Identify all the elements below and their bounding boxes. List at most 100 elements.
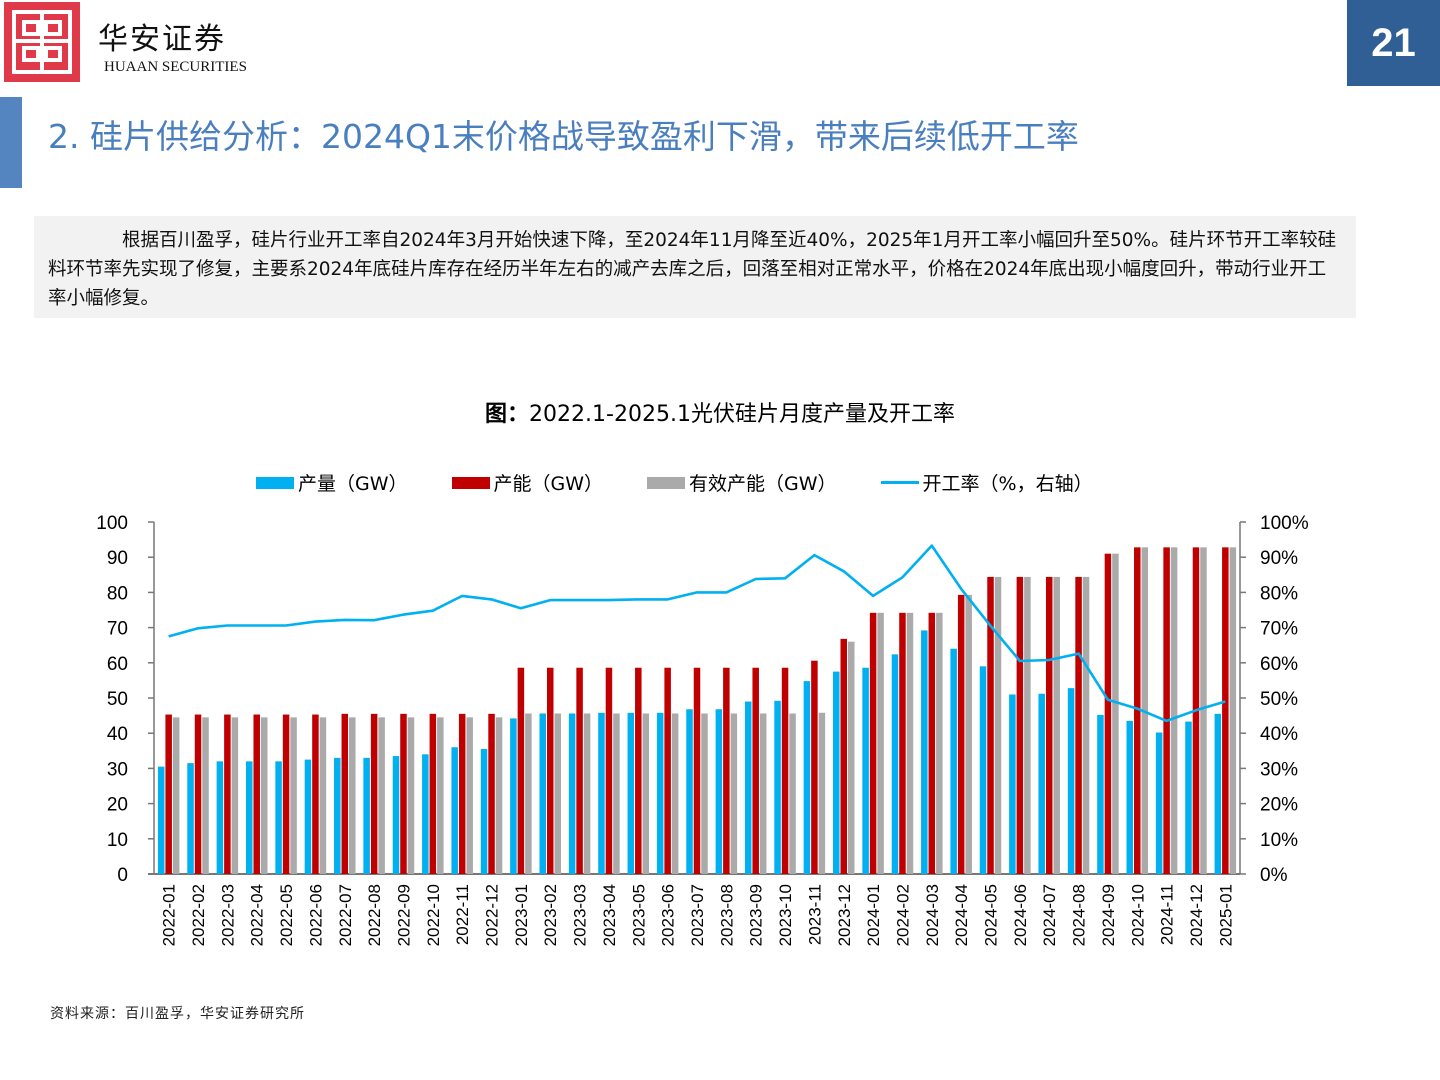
page-title: 2. 硅片供给分析：2024Q1末价格战导致盈利下滑，带来后续低开工率: [48, 117, 1079, 156]
bar-output: [1038, 693, 1045, 874]
bar-capacity: [781, 667, 789, 874]
bar-capacity: [811, 660, 818, 874]
bar-capacity: [341, 713, 349, 874]
x-tick-label: 2022-09: [394, 884, 413, 946]
bar-output: [1155, 732, 1163, 874]
bar-effective: [1112, 553, 1119, 874]
chart-title: 图：2022.1-2025.1光伏硅片月度产量及开工率: [0, 396, 1440, 428]
bar-output: [510, 718, 517, 874]
bar-effective: [877, 612, 884, 874]
bar-output: [1097, 714, 1104, 874]
bar-output: [304, 759, 312, 874]
bar-output: [568, 713, 576, 874]
bar-effective: [1229, 547, 1237, 874]
logo-chinese: 华安证券: [98, 22, 226, 57]
bar-capacity: [165, 714, 172, 874]
legend-swatch-capacity: [451, 476, 490, 489]
bar-capacity: [693, 667, 701, 874]
bar-effective: [260, 717, 268, 874]
bar-output: [1214, 713, 1222, 874]
bar-effective: [906, 612, 914, 874]
x-tick-label: 2022-04: [248, 884, 267, 946]
x-tick-label: 2024-08: [1070, 884, 1089, 946]
bar-output: [422, 754, 429, 874]
legend-label-rate: 开工率（%，右轴）: [922, 473, 1093, 495]
bar-effective: [407, 717, 415, 874]
title-accent-bar: [0, 97, 22, 188]
x-tick-label: 2023-10: [776, 884, 795, 946]
logo-english: HUAAN SECURITIES: [104, 59, 247, 75]
x-tick-label: 2023-08: [717, 884, 736, 946]
bar-effective: [202, 717, 209, 874]
x-tick-label: 2024-04: [952, 884, 971, 946]
bar-output: [187, 763, 194, 874]
bar-capacity: [840, 638, 848, 874]
bar-capacity: [458, 713, 466, 874]
bar-output: [686, 709, 693, 874]
bar-output: [1067, 688, 1075, 874]
chart-title-main: 2022.1-2025.1光伏硅片月度产量及开工率: [529, 402, 955, 427]
bar-capacity: [928, 612, 936, 874]
bar-effective: [965, 594, 972, 874]
bar-output: [891, 654, 899, 874]
bar-capacity: [312, 714, 319, 874]
y-left-tick-label: 10: [107, 830, 128, 851]
x-tick-label: 2024-12: [1187, 884, 1206, 946]
x-tick-label: 2022-06: [306, 884, 325, 946]
y-right-tick-label: 20%: [1260, 795, 1298, 816]
x-tick-label: 2022-12: [483, 884, 502, 946]
legend-item-capacity: 产能（GW）: [451, 469, 604, 496]
bar-effective: [554, 713, 561, 874]
bar-capacity: [1134, 547, 1141, 874]
x-tick-label: 2024-01: [864, 884, 883, 946]
bar-effective: [583, 713, 591, 874]
x-tick-label: 2023-01: [512, 884, 531, 946]
legend-label-capacity: 产能（GW）: [493, 473, 604, 495]
bar-output: [157, 766, 165, 874]
bar-capacity: [1163, 547, 1170, 874]
bar-output: [216, 761, 224, 874]
x-tick-label: 2022-01: [160, 884, 179, 946]
bar-capacity: [576, 667, 583, 874]
bar-output: [715, 709, 723, 874]
bar-capacity: [1222, 547, 1229, 874]
bar-effective: [172, 717, 180, 874]
bar-output: [803, 681, 811, 874]
legend-label-effective: 有效产能（GW）: [689, 473, 837, 495]
bar-output: [921, 630, 928, 874]
bar-output: [539, 713, 546, 874]
y-left-tick-label: 20: [107, 795, 128, 816]
bar-effective: [349, 717, 356, 874]
bar-effective: [848, 641, 855, 874]
bar-capacity: [899, 612, 906, 874]
bar-capacity: [1045, 576, 1053, 874]
bar-output: [862, 667, 869, 874]
y-left-tick-label: 30: [107, 759, 128, 780]
bar-effective: [789, 713, 796, 874]
bar-capacity: [546, 667, 554, 874]
source-note: 资料来源：百川盈孚，华安证券研究所: [50, 1006, 305, 1022]
y-right-tick-label: 70%: [1260, 619, 1298, 640]
bar-effective: [1170, 547, 1178, 874]
bar-capacity: [752, 667, 759, 874]
bar-output: [1009, 694, 1016, 874]
bar-output: [392, 756, 400, 874]
y-right-tick-label: 40%: [1260, 724, 1298, 745]
x-tick-label: 2024-06: [1011, 884, 1030, 946]
x-tick-label: 2023-05: [629, 884, 648, 946]
bar-capacity: [253, 714, 260, 874]
x-tick-label: 2022-05: [277, 884, 296, 946]
bar-capacity: [635, 667, 642, 874]
bar-output: [245, 761, 253, 874]
bar-effective: [818, 712, 826, 874]
x-tick-label: 2024-09: [1099, 884, 1118, 946]
x-tick-label: 2022-10: [424, 884, 443, 946]
x-tick-label: 2024-05: [982, 884, 1001, 946]
bar-capacity: [370, 713, 378, 874]
bar-effective: [759, 713, 767, 874]
x-tick-label: 2022-08: [365, 884, 384, 946]
bar-output: [627, 712, 635, 874]
bar-capacity: [723, 667, 730, 874]
x-tick-label: 2023-04: [600, 884, 619, 946]
bar-output: [363, 757, 370, 874]
